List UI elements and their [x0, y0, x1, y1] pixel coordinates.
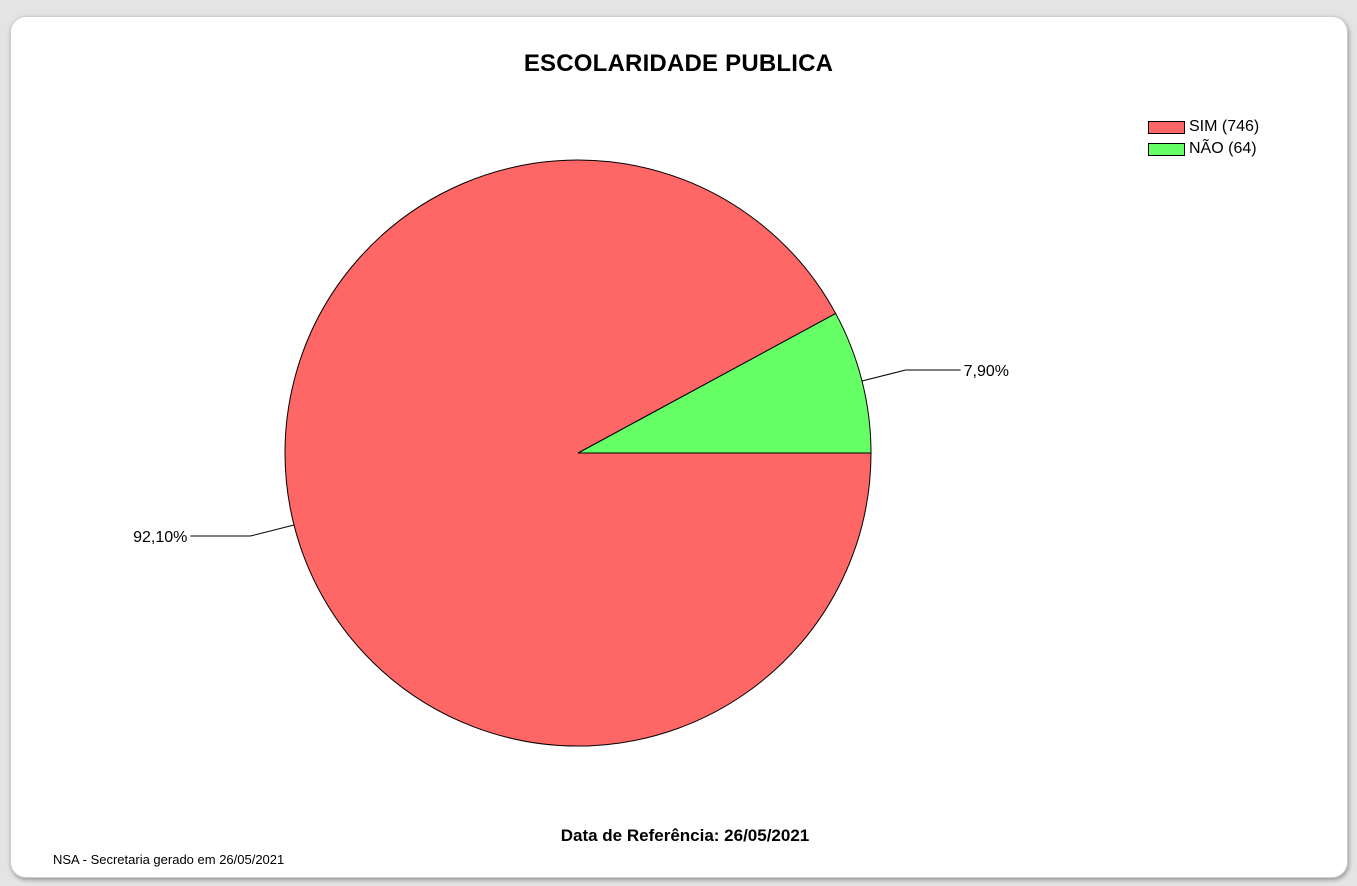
chart-title: ESCOLARIDADE PUBLICA — [523, 50, 834, 77]
pie-labels: 7,90% 92,10% — [133, 363, 1009, 546]
generated-note: NSA - Secretaria gerado em 26/05/2021 — [53, 852, 285, 867]
legend-swatch-nao — [1148, 142, 1185, 156]
legend-swatch-sim — [1148, 120, 1185, 134]
slice-percent-label-nao: 7,90% — [964, 363, 1009, 380]
pie-slice-nao — [577, 312, 872, 454]
legend-item-nao: NÃO (64) — [1148, 140, 1259, 158]
legend-label-sim: SIM (746) — [1189, 118, 1260, 135]
slice-percent-label-sim: 92,10% — [133, 529, 187, 546]
leader-line-sim — [190, 524, 295, 537]
pie-slice-sim — [284, 159, 872, 747]
legend-item-sim: SIM (746) — [1148, 118, 1259, 136]
pie-slices — [284, 159, 872, 747]
legend: SIM (746) NÃO (64) — [1148, 118, 1259, 162]
legend-label-nao: NÃO (64) — [1189, 140, 1257, 157]
leader-line-nao — [861, 369, 961, 382]
reference-date: Data de Referência: 26/05/2021 — [560, 826, 810, 845]
